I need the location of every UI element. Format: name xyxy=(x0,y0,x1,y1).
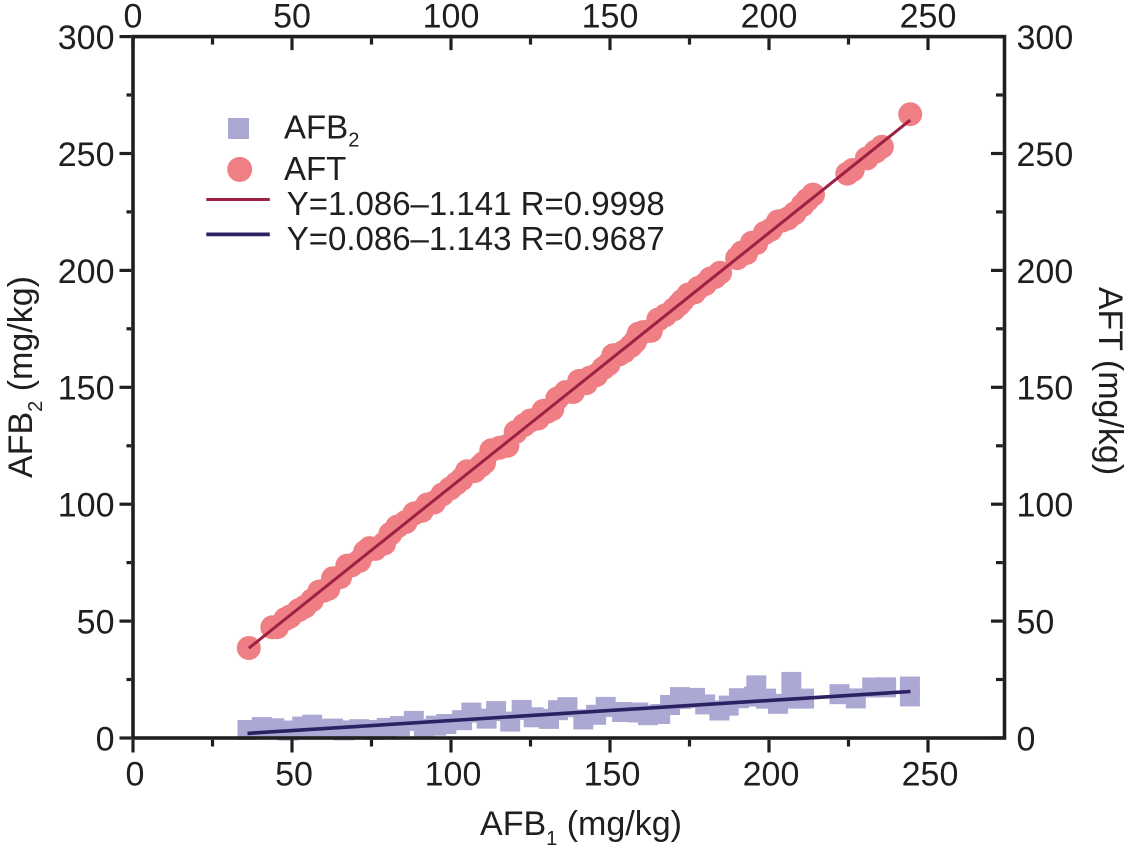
svg-text:AFB2 (mg/kg): AFB2 (mg/kg) xyxy=(2,276,47,478)
svg-text:AFB1 (mg/kg): AFB1 (mg/kg) xyxy=(480,805,682,847)
svg-text:200: 200 xyxy=(741,0,798,36)
svg-text:50: 50 xyxy=(77,604,115,642)
svg-text:200: 200 xyxy=(58,253,115,291)
svg-text:100: 100 xyxy=(58,487,115,525)
svg-text:0: 0 xyxy=(96,720,115,758)
svg-text:200: 200 xyxy=(1017,253,1074,291)
svg-text:150: 150 xyxy=(582,0,639,36)
svg-text:Y=0.086–1.143 R=0.9687: Y=0.086–1.143 R=0.9687 xyxy=(287,220,665,257)
svg-text:150: 150 xyxy=(1017,370,1074,408)
svg-text:300: 300 xyxy=(58,19,115,57)
svg-text:50: 50 xyxy=(273,0,311,36)
svg-text:200: 200 xyxy=(743,756,800,794)
svg-text:100: 100 xyxy=(425,756,482,794)
svg-text:Y=1.086–1.141 R=0.9998: Y=1.086–1.141 R=0.9998 xyxy=(287,185,665,222)
svg-text:100: 100 xyxy=(423,0,480,36)
svg-text:150: 150 xyxy=(584,756,641,794)
svg-text:150: 150 xyxy=(58,370,115,408)
svg-text:0: 0 xyxy=(124,0,143,36)
svg-text:AFT (mg/kg): AFT (mg/kg) xyxy=(1091,287,1129,475)
svg-text:300: 300 xyxy=(1017,19,1074,57)
svg-text:250: 250 xyxy=(58,136,115,174)
svg-text:100: 100 xyxy=(1017,487,1074,525)
svg-text:250: 250 xyxy=(900,0,957,36)
svg-text:50: 50 xyxy=(1017,604,1055,642)
svg-text:0: 0 xyxy=(1017,720,1036,758)
svg-text:50: 50 xyxy=(275,756,313,794)
svg-text:250: 250 xyxy=(1017,136,1074,174)
svg-text:0: 0 xyxy=(126,756,145,794)
svg-text:AFB2: AFB2 xyxy=(284,109,359,152)
svg-text:AFT: AFT xyxy=(284,150,346,187)
svg-text:250: 250 xyxy=(902,756,959,794)
